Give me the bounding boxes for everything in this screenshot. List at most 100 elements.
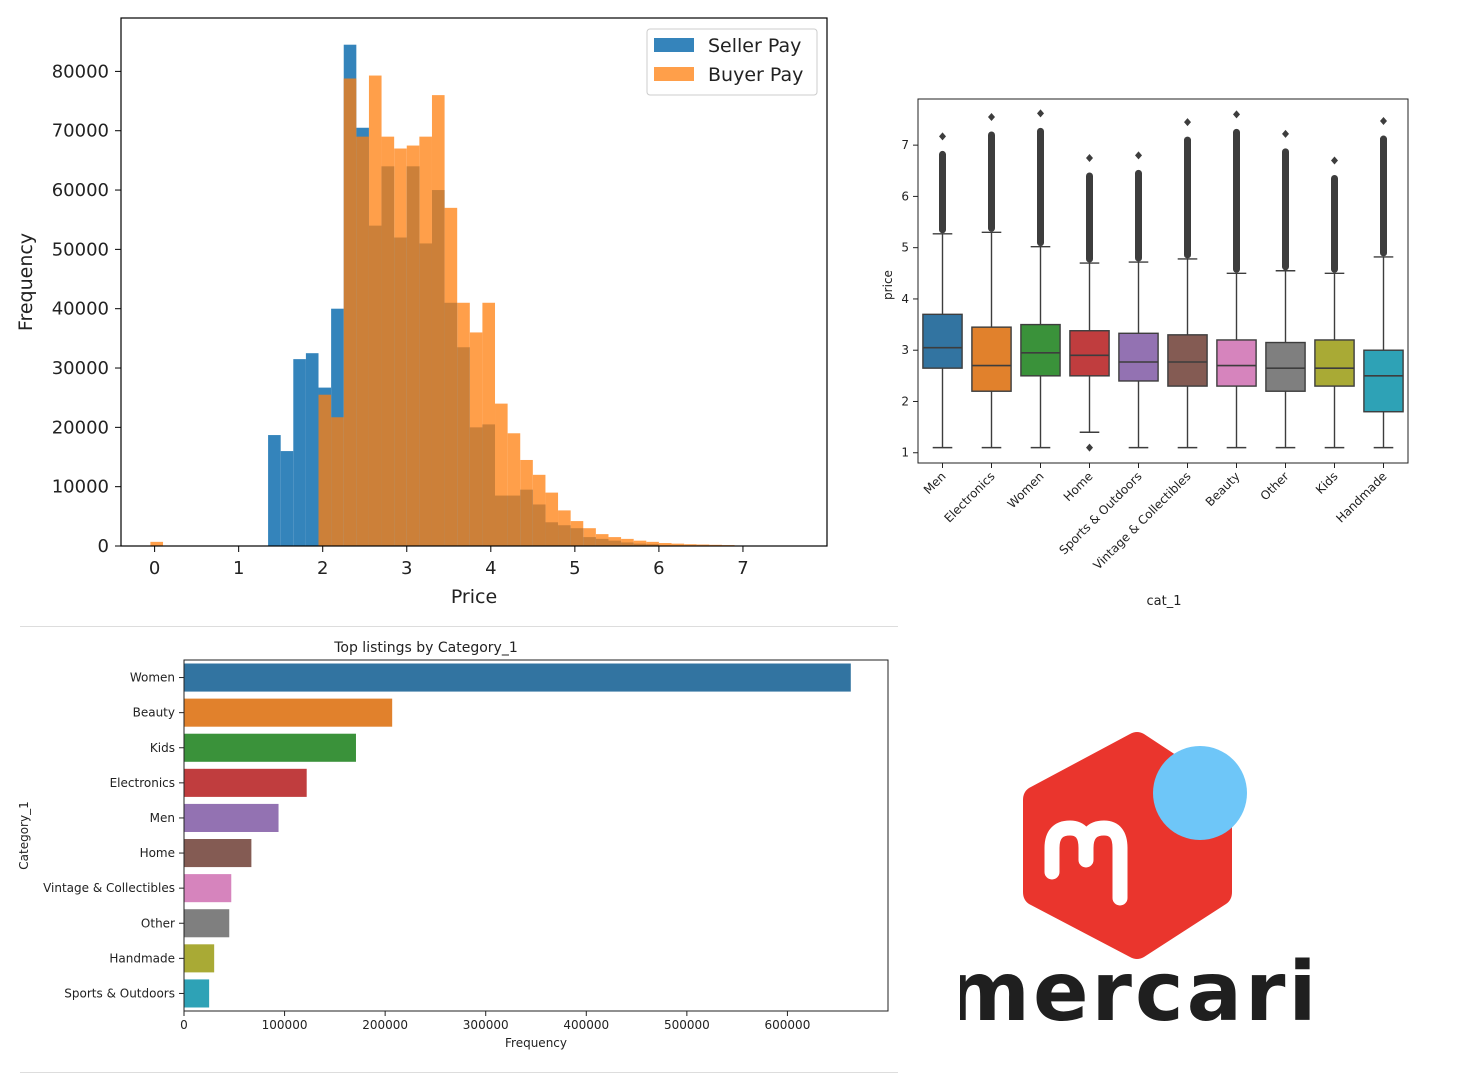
histogram-bar — [696, 544, 710, 546]
logo-m-mark — [1044, 820, 1128, 906]
histogram-bar — [482, 302, 496, 546]
histogram-bar — [583, 528, 596, 546]
y-tick-label: Sports & Outdoors — [64, 986, 175, 1000]
y-axis-label: Category_1 — [17, 801, 31, 869]
histogram-bar — [570, 521, 584, 546]
y-tick-label: Vintage & Collectibles — [43, 881, 175, 895]
y-tick-label: 30000 — [52, 358, 109, 379]
box-7: Other — [1258, 129, 1306, 503]
bar-frame — [183, 659, 889, 1012]
x-tick-label: 5 — [569, 558, 580, 579]
mercari-logo-graphic: mercari — [945, 732, 1320, 1040]
box-iqr — [1020, 323, 1061, 377]
histogram-bar — [305, 353, 319, 546]
histogram-bar — [469, 332, 483, 546]
separator-line-bottom — [20, 1072, 898, 1073]
y-tick-label: Electronics — [110, 776, 175, 790]
y-tick-label: Home — [140, 846, 175, 860]
category-bar — [184, 874, 232, 903]
category-bar — [184, 768, 307, 797]
box-iqr — [1167, 334, 1208, 387]
category-bar — [184, 909, 230, 938]
x-tick-label: 2 — [317, 558, 328, 579]
histogram-bar — [356, 136, 369, 547]
logo-wordmark: mercari — [960, 945, 1320, 1040]
histogram-bar — [595, 534, 609, 546]
outlier-point — [1086, 443, 1093, 452]
category-bar — [184, 803, 279, 832]
x-tick-label: 1 — [233, 558, 244, 579]
x-tick-label: Women — [1005, 469, 1047, 511]
y-tick-label: Handmade — [109, 951, 175, 965]
x-tick-label: 6 — [653, 558, 664, 579]
histogram-bar — [495, 403, 508, 546]
x-tick-label: 300000 — [463, 1018, 509, 1032]
histogram-bar — [621, 538, 634, 546]
category-bar-panel: Top listings by Category_1 Women Beauty Kid… — [0, 620, 910, 1074]
box-iqr — [1314, 339, 1355, 387]
legend-swatch — [654, 38, 694, 52]
x-tick-label: 200000 — [362, 1018, 408, 1032]
x-tick-label: Vintage & Collectibles — [1090, 469, 1193, 572]
y-axis-label: Frequency — [15, 233, 37, 331]
category-bar — [184, 698, 393, 727]
box-iqr — [971, 326, 1012, 392]
outlier-point — [1135, 151, 1142, 160]
y-tick-label: 1 — [901, 446, 909, 460]
x-tick-label: 3 — [401, 558, 412, 579]
histogram-bar — [368, 75, 382, 546]
histogram-bar — [658, 543, 672, 546]
x-tick-label: 0 — [149, 558, 160, 579]
histogram-bar — [381, 136, 395, 547]
x-tick-label: Sports & Outdoors — [1056, 469, 1144, 557]
x-tick-label: 4 — [485, 558, 496, 579]
histogram-frame — [120, 17, 828, 547]
histogram-legend: Seller Pay Buyer Pay — [646, 28, 818, 96]
category-bar — [184, 733, 356, 762]
outlier-point — [1233, 110, 1240, 119]
histogram-bar — [293, 359, 306, 546]
histogram-bar — [394, 148, 407, 547]
category-bar — [184, 944, 215, 973]
outlier-point — [1331, 156, 1338, 165]
price-boxplot-panel: 1 2 3 4 5 6 7 Men Electronics Women Home Sports & O… — [860, 80, 1458, 620]
y-tick-label: 50000 — [52, 239, 109, 260]
outlier-point — [939, 132, 946, 141]
histogram-bar — [268, 435, 281, 546]
y-tick-label: 3 — [901, 343, 909, 357]
histogram-bar — [150, 541, 164, 546]
histogram-bar — [532, 474, 546, 546]
histogram-bar — [507, 433, 521, 546]
x-tick-label: 100000 — [262, 1018, 308, 1032]
x-axis-label: Price — [451, 586, 497, 608]
category-bar — [184, 663, 851, 692]
box-iqr — [922, 313, 963, 369]
histogram-bar — [419, 136, 432, 547]
box-iqr — [1118, 332, 1159, 382]
outlier-point — [1380, 117, 1387, 126]
y-tick-label: Men — [150, 811, 175, 825]
box-iqr — [1216, 339, 1257, 387]
box-2: Women — [1005, 109, 1061, 511]
legend-label: Seller Pay — [708, 35, 801, 57]
histogram-bar — [558, 510, 571, 546]
histogram-bar — [608, 537, 622, 546]
x-axis-label: cat_1 — [1147, 594, 1182, 609]
x-tick-label: Electronics — [941, 469, 997, 525]
x-tick-label: 600000 — [765, 1018, 811, 1032]
x-tick-label: Handmade — [1333, 469, 1389, 525]
x-tick-label: Beauty — [1203, 469, 1243, 509]
x-tick-label: Men — [921, 469, 949, 497]
histogram-bar — [406, 145, 420, 546]
histogram-series-1 — [150, 75, 735, 547]
histogram-bar — [646, 541, 659, 546]
histogram-bar — [318, 394, 332, 546]
histogram-bar — [280, 451, 294, 546]
x-axis-label: Frequency — [505, 1036, 567, 1050]
x-tick-label: Kids — [1313, 469, 1341, 497]
y-tick-label: Beauty — [133, 706, 175, 720]
y-tick-label: 20000 — [52, 417, 109, 438]
box-iqr — [1069, 330, 1110, 377]
histogram-bar — [343, 78, 357, 546]
price-histogram-panel: 0 1 2 3 4 5 6 7 0 10000 20000 30000 40000 50000 60000 7… — [0, 0, 860, 620]
